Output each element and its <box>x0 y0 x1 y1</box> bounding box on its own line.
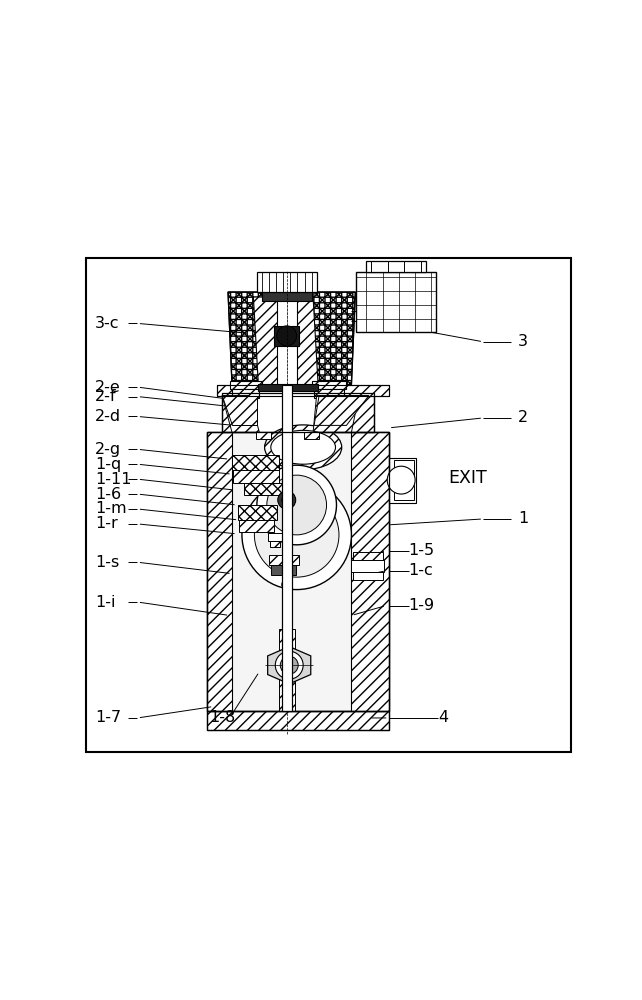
Circle shape <box>275 651 303 679</box>
Text: 1-6: 1-6 <box>95 487 121 502</box>
Text: 1-q: 1-q <box>95 457 121 472</box>
Circle shape <box>281 656 298 674</box>
Bar <box>222 393 374 432</box>
Bar <box>304 432 319 439</box>
Bar <box>222 393 374 432</box>
Text: 2-g: 2-g <box>95 442 121 457</box>
Polygon shape <box>314 396 369 425</box>
Polygon shape <box>232 455 279 470</box>
Bar <box>282 629 291 711</box>
Polygon shape <box>222 396 259 432</box>
Circle shape <box>242 480 351 590</box>
Bar <box>270 555 299 565</box>
Bar <box>230 381 262 389</box>
Bar <box>282 385 291 711</box>
Bar <box>282 385 291 711</box>
Text: 1-i: 1-i <box>95 595 116 610</box>
Text: 1-11: 1-11 <box>95 472 132 487</box>
Bar <box>207 432 389 711</box>
Bar <box>257 385 322 396</box>
Bar <box>207 711 389 730</box>
Polygon shape <box>222 396 257 425</box>
Polygon shape <box>239 520 274 532</box>
Bar <box>257 272 317 292</box>
Bar <box>232 432 351 711</box>
Text: 2-d: 2-d <box>95 409 121 424</box>
Ellipse shape <box>265 425 342 470</box>
Text: 2-e: 2-e <box>95 380 121 395</box>
Circle shape <box>282 495 291 505</box>
Circle shape <box>278 491 296 509</box>
Bar <box>262 292 311 301</box>
Text: 1-5: 1-5 <box>409 543 435 558</box>
Bar <box>353 572 383 580</box>
Text: 2-f: 2-f <box>95 389 117 404</box>
Circle shape <box>254 493 339 577</box>
Polygon shape <box>313 396 359 432</box>
Bar <box>207 432 389 711</box>
Bar <box>277 292 297 385</box>
Bar <box>367 261 426 272</box>
Text: 1-c: 1-c <box>409 563 433 578</box>
Circle shape <box>387 466 415 494</box>
Text: 1-9: 1-9 <box>409 598 435 613</box>
Bar <box>217 385 388 396</box>
Bar <box>314 389 344 398</box>
Bar <box>268 533 282 541</box>
Polygon shape <box>351 432 389 711</box>
Bar <box>207 711 389 730</box>
Text: 1-8: 1-8 <box>209 710 236 725</box>
Text: EXIT: EXIT <box>449 469 487 487</box>
Circle shape <box>277 326 297 346</box>
Text: 4: 4 <box>438 710 449 725</box>
Circle shape <box>282 580 291 590</box>
Text: 3: 3 <box>518 334 528 349</box>
Circle shape <box>257 465 336 545</box>
Bar <box>232 389 259 398</box>
Bar <box>389 458 416 503</box>
Bar <box>311 381 347 389</box>
Polygon shape <box>207 432 232 711</box>
Bar <box>282 565 291 629</box>
Bar <box>217 385 388 396</box>
Bar <box>256 432 272 439</box>
Text: 3-c: 3-c <box>95 316 119 331</box>
Bar <box>270 541 281 547</box>
Bar <box>272 565 296 575</box>
Ellipse shape <box>271 430 336 464</box>
Polygon shape <box>228 292 356 385</box>
Polygon shape <box>254 297 318 385</box>
Bar <box>356 272 436 332</box>
Bar <box>245 483 282 495</box>
Bar <box>353 552 383 560</box>
Polygon shape <box>234 470 279 483</box>
Text: 1-s: 1-s <box>95 555 119 570</box>
Text: 1-7: 1-7 <box>95 710 121 725</box>
Polygon shape <box>238 505 277 520</box>
Bar <box>249 393 329 432</box>
Text: 1-m: 1-m <box>95 501 127 516</box>
Bar <box>258 384 318 391</box>
Circle shape <box>267 475 327 535</box>
Bar <box>351 560 384 572</box>
Polygon shape <box>268 647 311 684</box>
Bar <box>279 629 295 711</box>
Text: 2: 2 <box>518 410 528 425</box>
Text: 1: 1 <box>518 511 528 526</box>
Bar <box>274 326 299 346</box>
Text: 1-r: 1-r <box>95 516 118 531</box>
Bar <box>394 460 413 500</box>
